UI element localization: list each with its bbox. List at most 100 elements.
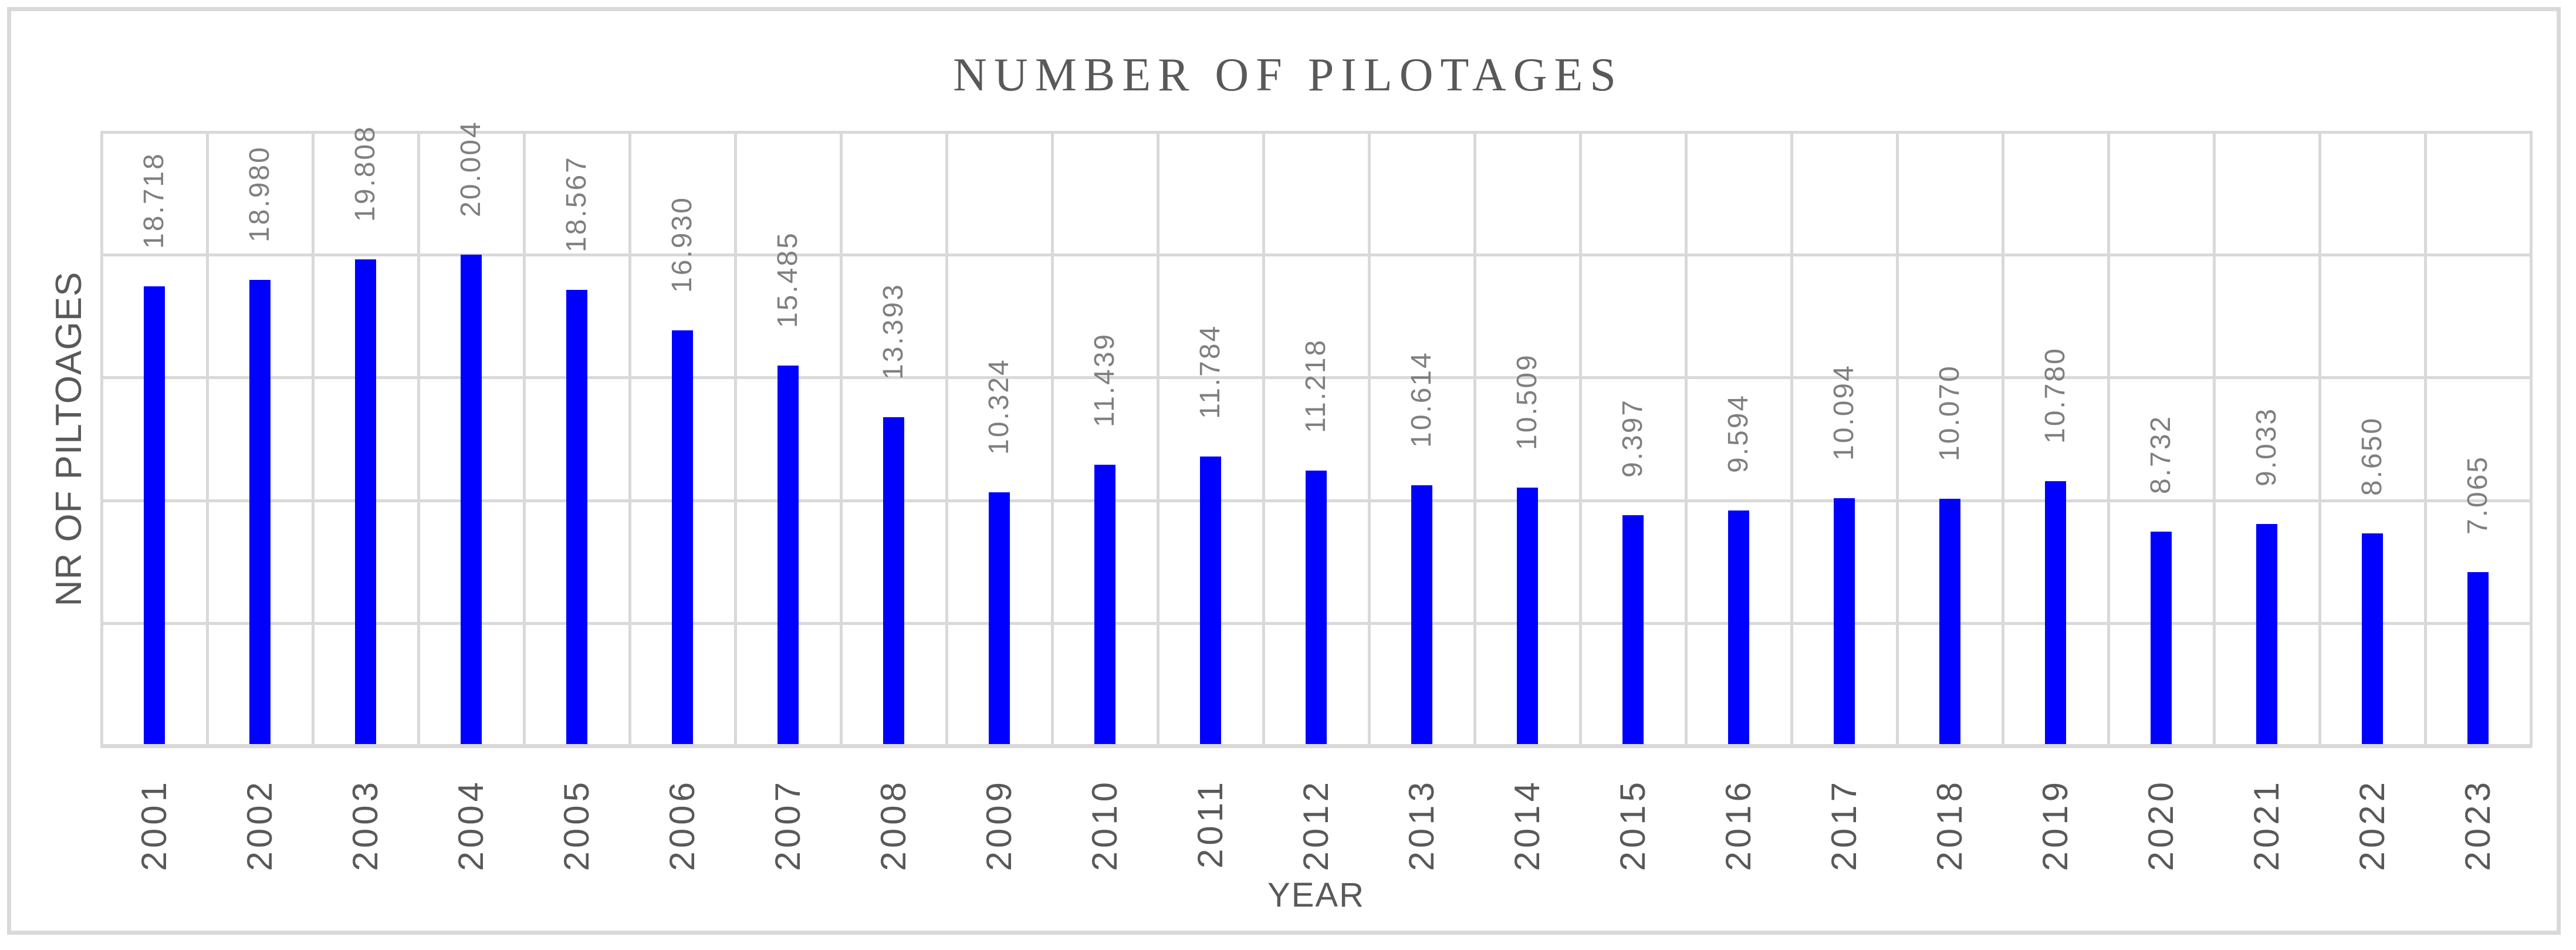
bar-2015 <box>1622 515 1644 746</box>
bar-value-label: 15.485 <box>772 231 803 328</box>
bar-2012 <box>1306 471 1327 746</box>
v-gridline <box>1051 131 1054 747</box>
v-gridline <box>2213 131 2216 747</box>
bar-value-label: 10.070 <box>1934 364 1965 461</box>
v-gridline <box>2107 131 2110 747</box>
x-tick-label: 2007 <box>768 779 807 871</box>
bar-2003 <box>355 259 376 746</box>
x-tick-label: 2015 <box>1613 779 1652 871</box>
v-gridline <box>206 131 209 747</box>
y-axis-title: NR OF PILTOAGES <box>49 271 89 607</box>
x-tick-label: 2023 <box>2458 779 2497 871</box>
h-gridline <box>100 253 2532 256</box>
bar-2008 <box>883 417 904 746</box>
v-gridline <box>2424 131 2427 747</box>
v-gridline <box>1262 131 1265 747</box>
v-gridline <box>734 131 737 747</box>
v-gridline <box>1473 131 1476 747</box>
bar-value-label: 9.397 <box>1617 398 1648 478</box>
x-tick-label: 2011 <box>1191 779 1230 869</box>
bar-2018 <box>1939 499 1960 746</box>
h-gridline <box>100 131 2532 134</box>
x-tick-label: 2006 <box>662 779 702 871</box>
v-gridline <box>1579 131 1582 747</box>
bar-value-label: 13.393 <box>878 283 909 380</box>
bar-2009 <box>989 492 1010 746</box>
bar-2010 <box>1094 465 1115 746</box>
x-tick-label: 2010 <box>1085 779 1124 871</box>
bar-2006 <box>672 330 693 746</box>
bar-value-label: 10.780 <box>2040 347 2071 444</box>
v-gridline <box>2318 131 2321 747</box>
v-gridline <box>945 131 948 747</box>
bar-2004 <box>461 255 482 746</box>
v-gridline <box>417 131 420 747</box>
v-gridline <box>100 131 103 747</box>
bar-value-label: 18.980 <box>244 146 275 242</box>
chart-title: NUMBER OF PILOTAGES <box>953 49 1623 101</box>
x-tick-label: 2019 <box>2036 779 2075 871</box>
x-tick-label: 2020 <box>2141 779 2181 871</box>
x-tick-label: 2001 <box>134 779 174 871</box>
bar-value-label: 19.808 <box>350 125 381 222</box>
v-gridline <box>523 131 526 747</box>
bar-2020 <box>2151 532 2172 746</box>
x-tick-label: 2004 <box>451 779 491 871</box>
bar-value-label: 8.650 <box>2357 416 2388 496</box>
x-tick-label: 2008 <box>874 779 913 871</box>
x-tick-label: 2021 <box>2247 779 2286 871</box>
v-gridline <box>2530 131 2533 747</box>
bar-value-label: 11.784 <box>1195 324 1226 419</box>
bar-value-label: 16.930 <box>667 196 698 293</box>
bar-2007 <box>777 366 799 746</box>
bar-2021 <box>2256 524 2277 746</box>
bar-2013 <box>1411 485 1432 746</box>
x-tick-label: 2016 <box>1719 779 1758 871</box>
chart-outer-border <box>7 7 2561 935</box>
bar-2014 <box>1517 488 1538 746</box>
x-tick-label: 2009 <box>979 779 1019 871</box>
h-gridline <box>100 376 2532 379</box>
bar-value-label: 18.567 <box>561 155 592 252</box>
bar-2001 <box>144 286 165 746</box>
x-axis-title: YEAR <box>1267 876 1365 914</box>
v-gridline <box>1157 131 1159 747</box>
bar-value-label: 9.033 <box>2251 407 2282 486</box>
bar-value-label: 11.439 <box>1089 332 1120 427</box>
bar-value-label: 11.218 <box>1300 338 1331 433</box>
x-tick-label: 2014 <box>1507 779 1547 871</box>
v-gridline <box>628 131 631 747</box>
bar-2017 <box>1834 498 1855 746</box>
bar-2002 <box>249 280 271 746</box>
v-gridline <box>312 131 315 747</box>
v-gridline <box>1368 131 1371 747</box>
v-gridline <box>1896 131 1899 747</box>
bar-value-label: 20.004 <box>455 120 486 217</box>
x-tick-label: 2012 <box>1296 779 1336 871</box>
bar-2022 <box>2362 533 2383 746</box>
v-gridline <box>840 131 843 747</box>
x-tick-label: 2005 <box>557 779 596 871</box>
x-tick-label: 2003 <box>346 779 385 871</box>
bar-value-label: 8.732 <box>2145 414 2176 494</box>
bar-value-label: 10.509 <box>1512 353 1543 450</box>
bar-value-label: 10.614 <box>1406 351 1437 448</box>
v-gridline <box>2002 131 2004 747</box>
x-axis-line <box>100 744 2532 748</box>
bar-2005 <box>566 290 587 746</box>
bar-value-label: 10.094 <box>1828 364 1860 461</box>
x-tick-label: 2022 <box>2352 779 2392 871</box>
x-tick-label: 2018 <box>1930 779 1969 871</box>
bar-value-label: 18.718 <box>138 152 170 249</box>
bar-value-label: 10.324 <box>983 358 1015 455</box>
bar-2019 <box>2045 481 2066 746</box>
x-tick-label: 2017 <box>1824 779 1864 871</box>
bar-value-label: 9.594 <box>1723 393 1754 473</box>
bar-2011 <box>1200 457 1221 746</box>
bar-2023 <box>2467 572 2489 746</box>
v-gridline <box>1790 131 1793 747</box>
x-tick-label: 2013 <box>1402 779 1441 871</box>
bar-value-label: 7.065 <box>2462 455 2493 535</box>
bar-2016 <box>1728 511 1749 746</box>
